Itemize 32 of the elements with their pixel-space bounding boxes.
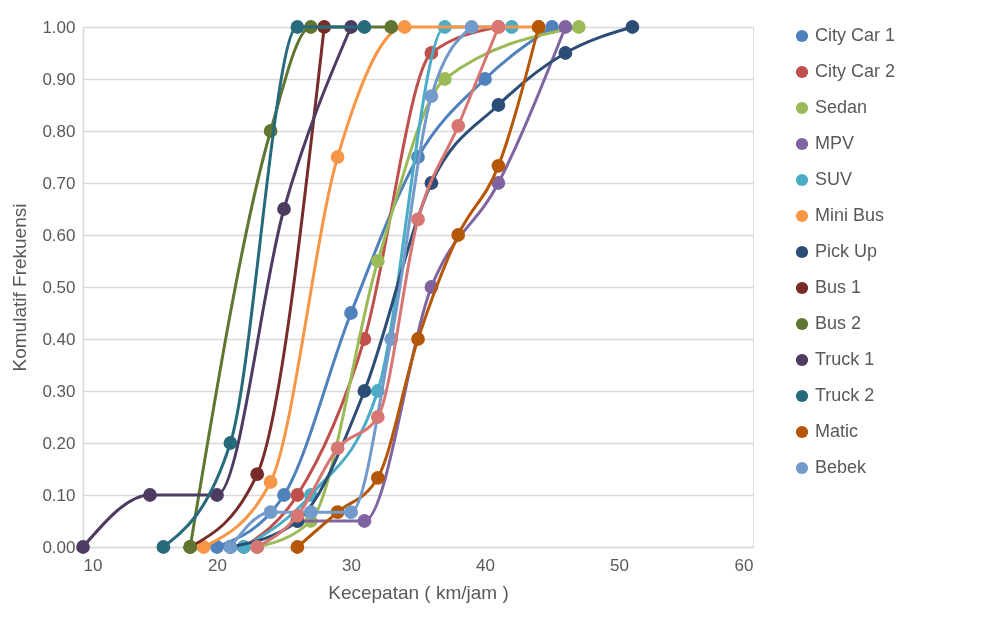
y-tick-label: 0.00: [42, 537, 76, 557]
y-tick-label: 0.80: [42, 121, 76, 141]
legend-label: MPV: [815, 133, 855, 153]
legend-label: Sedan: [815, 97, 868, 117]
legend-label: Bus 2: [815, 313, 862, 333]
legend-label: Matic: [815, 421, 859, 441]
y-tick-label: 0.40: [42, 329, 76, 349]
x-tick-label: 10: [83, 555, 103, 575]
x-tick-label: 20: [208, 555, 227, 575]
legend-label: City Car 2: [815, 61, 896, 81]
legend-label: Mini Bus: [815, 205, 885, 225]
legend-label: SUV: [815, 169, 853, 189]
y-tick-label: 0.30: [42, 381, 76, 401]
x-tick-label: 30: [342, 555, 361, 575]
legend-label: Pick Up: [815, 241, 878, 261]
y-tick-label: 0.70: [42, 173, 76, 193]
y-tick-label: 0.50: [42, 277, 76, 297]
x-axis-title: Kecepatan ( km/jam ): [328, 581, 509, 603]
x-tick-label: 50: [610, 555, 629, 575]
x-tick-label: 40: [476, 555, 495, 575]
legend-label: Bus 1: [815, 277, 862, 297]
legend-label: Truck 1: [815, 349, 875, 369]
y-tick-label: 0.20: [42, 433, 76, 453]
y-tick-label: 0.10: [42, 485, 76, 505]
y-axis-title: Komulatif Frekuensi: [9, 203, 31, 372]
legend-label: Truck 2: [815, 385, 875, 405]
y-tick-label: 0.90: [42, 69, 76, 89]
legend-label: City Car 1: [815, 25, 896, 45]
y-tick-label: 0.60: [42, 225, 76, 245]
y-tick-label: 1.00: [42, 17, 76, 37]
x-tick-label: 60: [734, 555, 754, 575]
legend-label: Bebek: [815, 457, 868, 477]
